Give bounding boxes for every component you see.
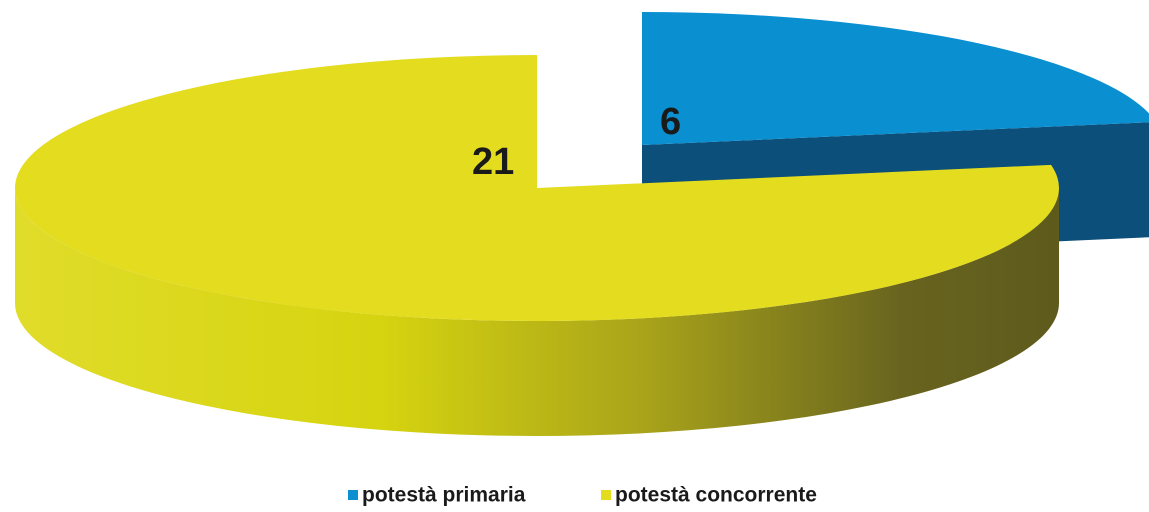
legend-label: potestà concorrente [615,484,817,507]
legend-label: potestà primaria [362,484,526,507]
data-label: 21 [472,141,514,183]
legend-swatch [601,490,611,500]
data-label: 6 [660,101,681,143]
slice [14,55,1059,321]
slice [642,12,1149,145]
slice-side [15,188,1059,436]
legend-swatch [348,490,358,500]
